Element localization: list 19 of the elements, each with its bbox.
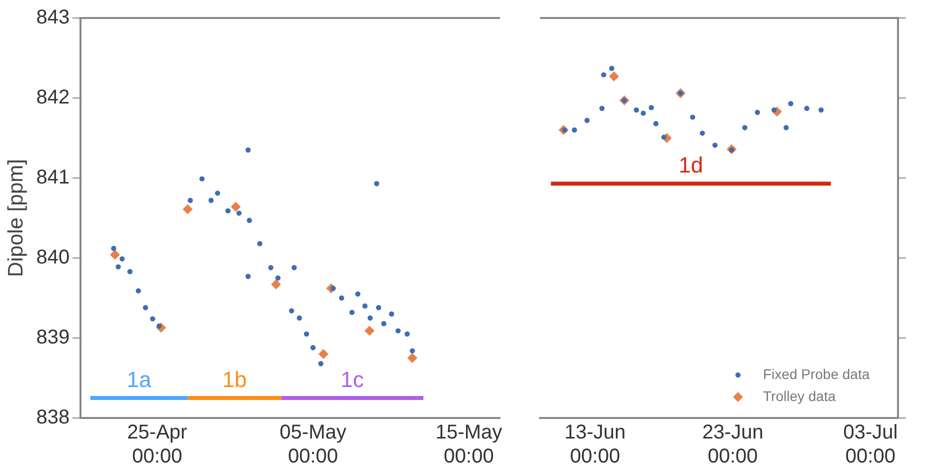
x-tick-label: 25-Apr 00:00 bbox=[127, 422, 188, 468]
series-label: 1d bbox=[678, 152, 704, 178]
x-tick-label: 23-Jun 00:00 bbox=[702, 422, 764, 468]
y-tick-label: 840 bbox=[36, 246, 70, 269]
y-tick-label: 838 bbox=[36, 406, 70, 429]
y-tick-label: 842 bbox=[36, 86, 70, 109]
y-axis-title: Dipole [ppm] bbox=[4, 159, 28, 277]
x-tick-label: 05-May 00:00 bbox=[280, 422, 346, 468]
x-tick-label: 15-May 00:00 bbox=[435, 422, 502, 468]
y-tick-label: 843 bbox=[36, 6, 70, 29]
y-tick-label: 839 bbox=[36, 326, 70, 349]
x-tick-label: 03-Jul 00:00 bbox=[843, 422, 898, 468]
legend-label: Fixed Probe data bbox=[763, 366, 870, 382]
legend-label: Trolley data bbox=[763, 388, 836, 404]
y-tick-label: 841 bbox=[36, 166, 70, 189]
series-label: 1a bbox=[126, 367, 152, 392]
x-tick-label: 13-Jun 00:00 bbox=[564, 422, 626, 468]
series-label: 1b bbox=[222, 367, 247, 392]
series-label: 1c bbox=[340, 367, 364, 392]
